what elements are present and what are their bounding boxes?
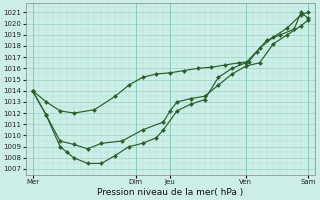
X-axis label: Pression niveau de la mer( hPa ): Pression niveau de la mer( hPa ) xyxy=(97,188,243,197)
